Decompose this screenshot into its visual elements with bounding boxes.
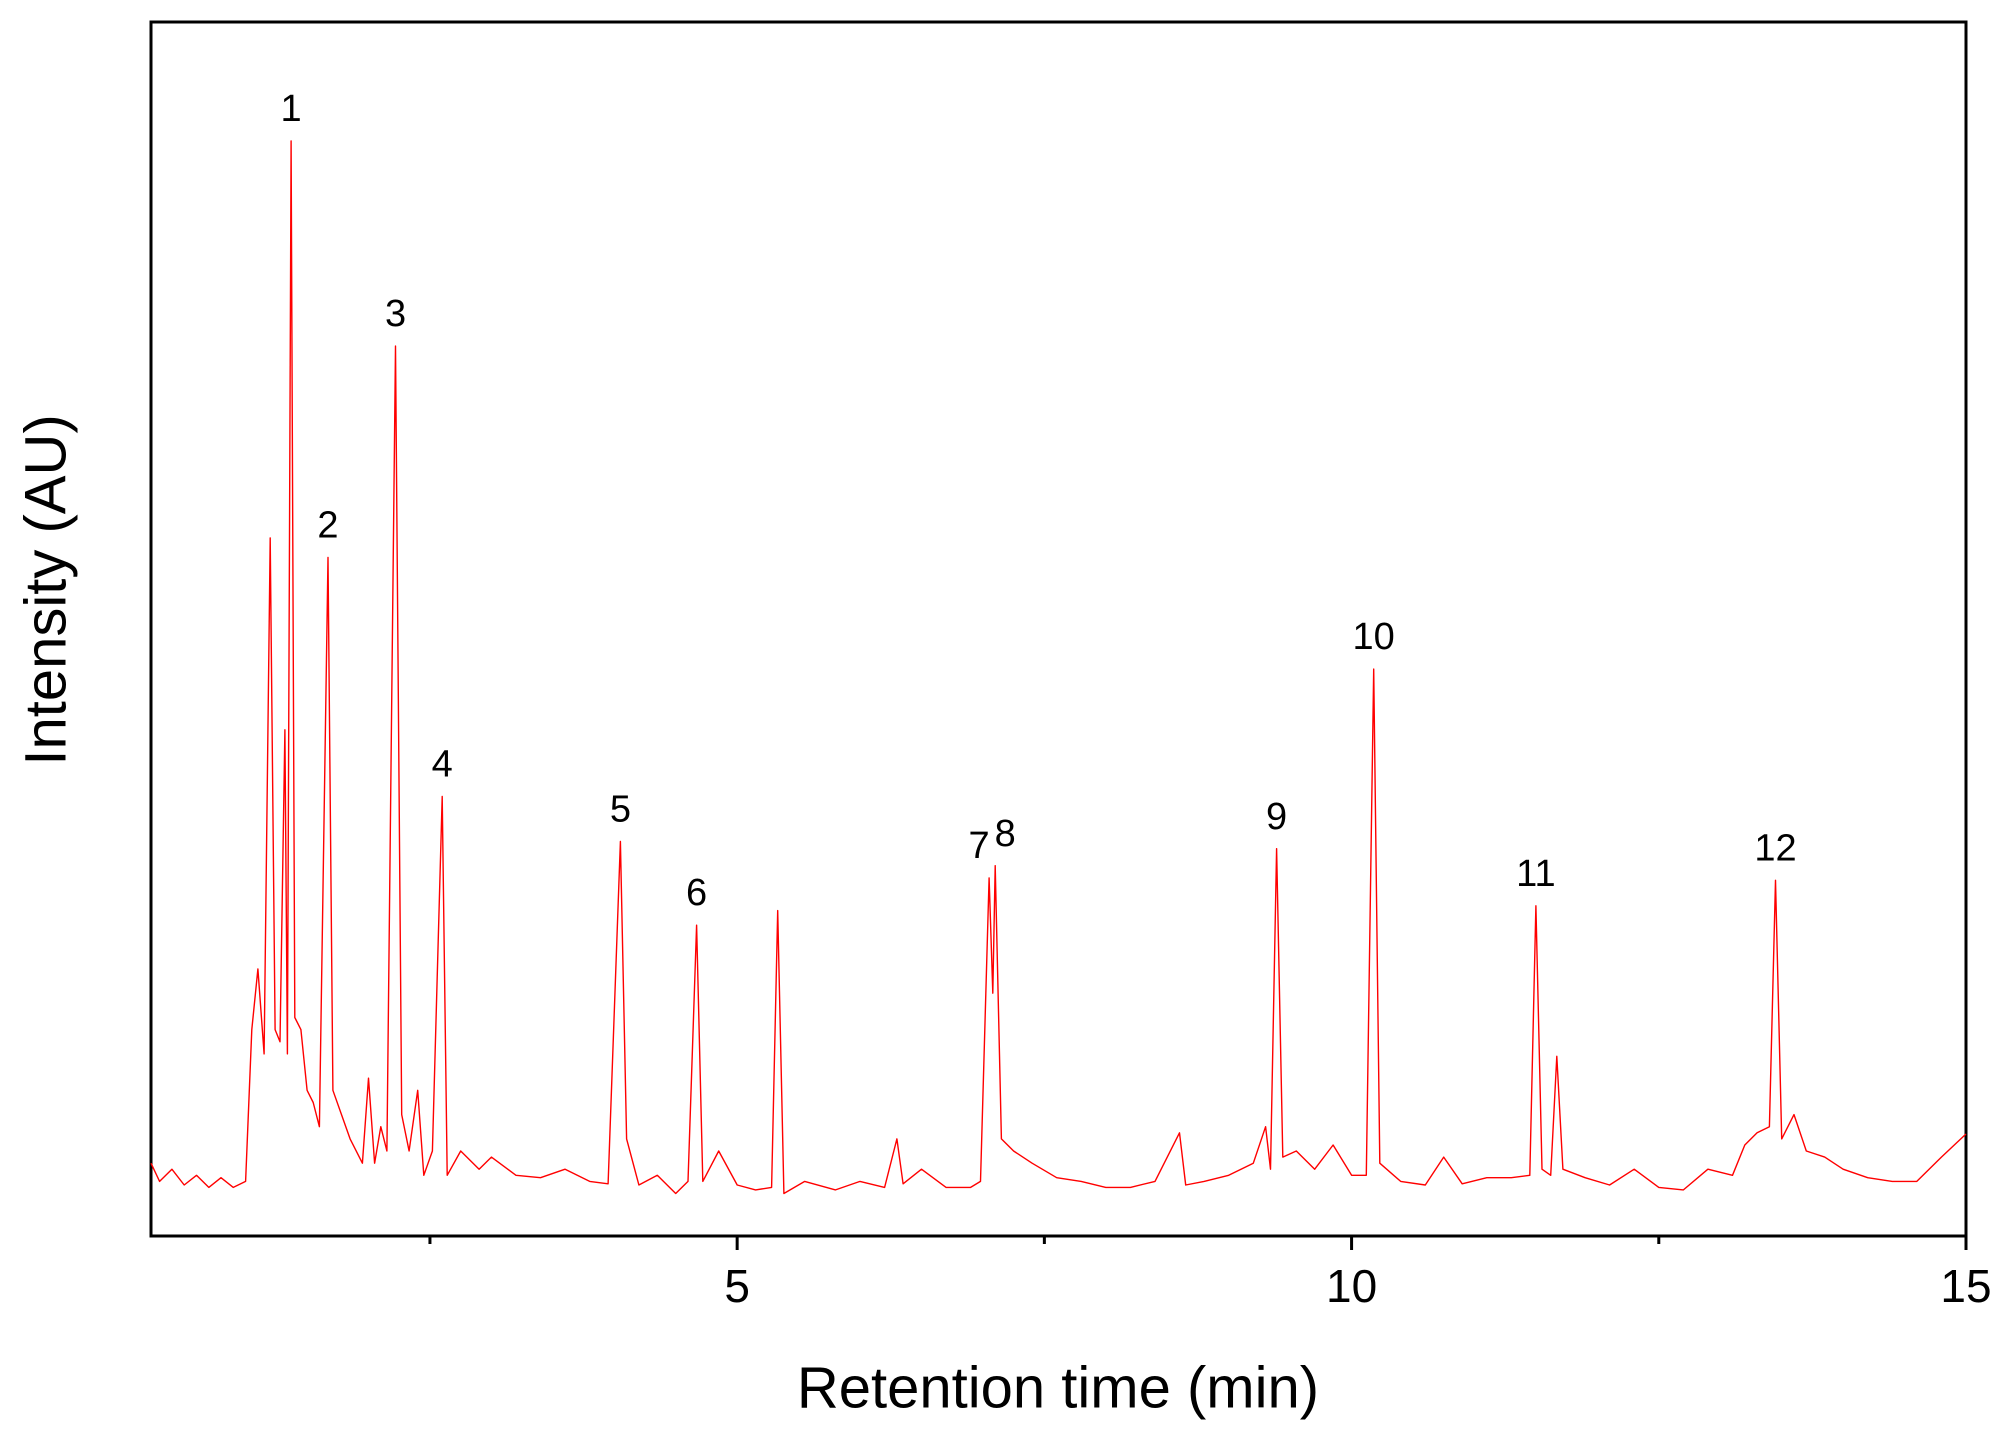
peak-label: 1 [281,88,302,130]
x-tick-label: 15 [1940,1260,1991,1312]
peak-label: 10 [1353,616,1395,658]
peak-label: 5 [610,788,631,830]
y-axis-label: Intensity (AU) [13,414,78,765]
peak-label: 9 [1266,796,1287,838]
peak-label: 2 [317,504,338,546]
trace [150,140,1967,1195]
x-axis-label: Retention time (min) [797,1355,1319,1420]
peak-label: 12 [1754,827,1796,869]
x-tick-label: 10 [1326,1260,1377,1312]
peak-label: 6 [686,872,707,914]
peak-label: 11 [1516,853,1555,895]
peak-label: 7 [969,825,990,867]
x-tick-label: 5 [724,1260,750,1312]
peak-label: 4 [432,744,453,786]
plot-frame [149,20,1968,1238]
peak-label: 8 [995,813,1016,855]
peak-label: 3 [385,293,406,335]
